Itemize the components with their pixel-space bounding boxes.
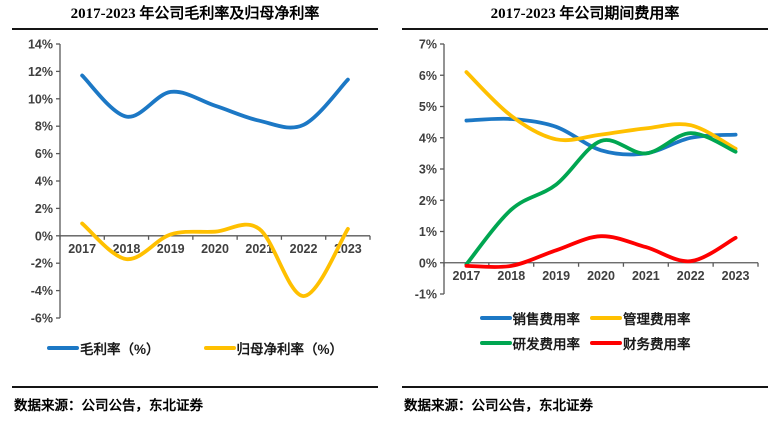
x-tick-label: 2018 — [497, 269, 525, 283]
admin-expense-line-icon — [590, 316, 622, 320]
x-tick-label: 2021 — [632, 269, 660, 283]
legend-expenses: 销售费用率 管理费用率 研发费用率 财务费用率 — [402, 308, 768, 353]
y-tick-label: 5% — [419, 100, 437, 114]
legend-item-gross-margin: 毛利率（%） — [46, 338, 160, 358]
chart-title-expenses: 2017-2023 年公司期间费用率 — [402, 4, 768, 30]
y-tick-label: 3% — [419, 163, 437, 177]
y-tick-label: 6% — [419, 69, 437, 83]
rd-expense-line-icon — [479, 341, 512, 345]
data-source-right: 数据来源：公司公告，东北证券 — [402, 386, 768, 418]
x-tick-label: 2023 — [722, 269, 750, 283]
x-tick-label: 2019 — [157, 242, 185, 256]
finance-expense-line — [464, 234, 738, 269]
rd-expense-line — [464, 131, 738, 267]
legend-label-gross-margin: 毛利率（%） — [79, 342, 160, 357]
x-tick-label: 2022 — [677, 269, 705, 283]
x-tick-label: 2019 — [542, 269, 570, 283]
y-tick-label: -6% — [31, 312, 53, 326]
legend-item-admin-expense: 管理费用率 — [590, 308, 691, 328]
net-margin-line — [80, 221, 350, 298]
legend-label-rd-expense: 研发费用率 — [512, 337, 581, 352]
legend-item-sales-expense: 销售费用率 — [479, 308, 581, 328]
net-margin-line-icon — [203, 346, 236, 350]
gross-margin-line-icon — [46, 346, 79, 350]
panel-margin-chart: 2017-2023 年公司毛利率及归母净利率 14% 12% 10% 8% 6% 4% 2%… — [12, 4, 378, 418]
legend-label-sales-expense: 销售费用率 — [512, 312, 581, 327]
y-tick-label: 4% — [419, 131, 437, 145]
finance-expense-line-icon — [590, 341, 622, 345]
legend-item-net-margin: 归母净利率（%） — [203, 338, 344, 358]
legend-item-finance-expense: 财务费用率 — [590, 333, 691, 353]
legend-margins: 毛利率（%） 归母净利率（%） — [12, 338, 378, 358]
x-tick-label: 2020 — [587, 269, 615, 283]
y-tick-label: 14% — [28, 38, 53, 52]
y-tick-label: 1% — [419, 225, 437, 239]
x-tick-label: 2021 — [245, 242, 273, 256]
x-tick-label: 2017 — [68, 242, 96, 256]
y-tick-label: 7% — [419, 38, 437, 52]
y-tick-label: 0% — [419, 256, 437, 270]
x-tick-label: 2018 — [113, 242, 141, 256]
y-tick-label: -1% — [415, 288, 437, 302]
sales-expense-line-icon — [479, 316, 512, 320]
y-tick-label: -2% — [31, 257, 53, 271]
y-tick-label: -4% — [31, 284, 53, 298]
y-tick-label: 2% — [419, 194, 437, 208]
data-source-left: 数据来源：公司公告，东北证券 — [12, 386, 378, 418]
y-tick-label: 2% — [35, 202, 53, 216]
admin-expense-line — [464, 70, 738, 151]
y-tick-label: 4% — [35, 175, 53, 189]
legend-label-finance-expense: 财务费用率 — [623, 337, 691, 352]
legend-label-admin-expense: 管理费用率 — [623, 312, 691, 327]
y-tick-label: 6% — [35, 147, 53, 161]
panel-expense-chart: 2017-2023 年公司期间费用率 7% 6% 5% 4% 3% 2% 1% 0% -1% 20… — [402, 4, 768, 418]
x-tick-label: 2020 — [201, 242, 229, 256]
expense-line-chart: 7% 6% 5% 4% 3% 2% 1% 0% -1% 2017 2018 2019 2020 2021 2… — [415, 38, 759, 302]
chart-title-margins: 2017-2023 年公司毛利率及归母净利率 — [12, 4, 378, 30]
y-tick-label: 8% — [35, 120, 53, 134]
gross-margin-line — [80, 73, 350, 130]
y-tick-label: 12% — [28, 65, 53, 79]
y-tick-label: 10% — [28, 92, 53, 106]
margin-line-chart: 14% 12% 10% 8% 6% 4% 2% 0% -2% -4% -6% 2017 2018 2019… — [28, 38, 371, 326]
legend-item-rd-expense: 研发费用率 — [479, 333, 581, 353]
x-tick-label: 2017 — [453, 269, 481, 283]
y-tick-label: 0% — [35, 229, 53, 243]
legend-label-net-margin: 归母净利率（%） — [236, 342, 344, 357]
x-tick-label: 2022 — [290, 242, 318, 256]
sales-expense-line — [464, 116, 738, 157]
